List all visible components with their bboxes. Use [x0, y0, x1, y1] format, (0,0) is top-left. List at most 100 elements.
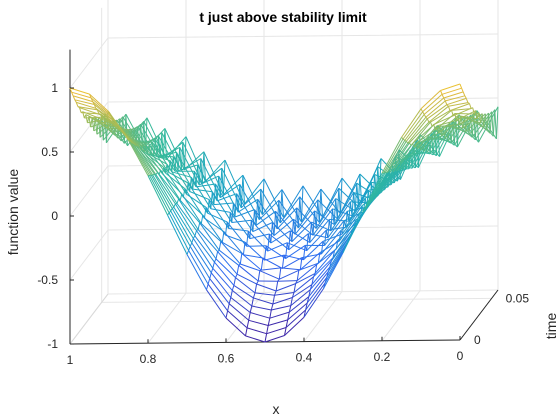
mesh-line-time — [261, 258, 263, 270]
mesh-line-x — [240, 264, 259, 271]
mesh-line-x — [230, 212, 250, 238]
mesh-line-time — [210, 273, 212, 279]
mesh-line-time — [255, 284, 257, 293]
mesh-line-x — [239, 265, 259, 281]
mesh-line-time — [252, 298, 254, 306]
grid-line-floor-x — [382, 291, 420, 341]
mesh-line-x — [246, 336, 266, 342]
z-tick-label: -1 — [47, 337, 58, 351]
mesh-line-x — [231, 298, 250, 313]
mesh-line-time — [240, 254, 242, 265]
mesh-line-time — [337, 188, 339, 219]
mesh-line-x — [252, 306, 271, 310]
mesh-line-x — [221, 242, 241, 265]
mesh-line-time — [232, 285, 234, 290]
mesh-line-time — [442, 94, 444, 98]
mesh-line-x — [268, 243, 288, 251]
mesh-line-time — [177, 199, 179, 204]
mesh-line-time — [274, 211, 276, 235]
mesh-line-x — [219, 250, 239, 265]
x-tick-label: 1 — [67, 353, 74, 367]
grid-line-z — [70, 34, 498, 88]
z-tick-label: -0.5 — [37, 273, 58, 287]
mesh-line-time — [249, 313, 251, 321]
mesh-line-time — [218, 250, 220, 251]
mesh-line-time — [253, 293, 255, 298]
mesh-line-x — [425, 139, 445, 140]
mesh-line-x — [268, 320, 288, 326]
mesh-line-time — [237, 265, 239, 274]
mesh-line-time — [222, 232, 224, 243]
x-tick-label: 0.2 — [374, 350, 391, 364]
mesh-line-x — [72, 92, 92, 98]
mesh-line-time — [246, 328, 248, 336]
floor-edge-line — [70, 294, 108, 344]
mesh-line-x — [260, 271, 280, 280]
chart-title: t just above stability limit — [199, 9, 367, 25]
mesh-line-time — [258, 271, 260, 281]
mesh-line-time — [226, 311, 228, 318]
x-tick-label: 0 — [457, 349, 464, 363]
mesh-line-time — [236, 274, 238, 277]
mesh-line-x — [214, 203, 234, 205]
mesh-line-x — [250, 313, 270, 319]
mesh-line-time — [211, 268, 213, 273]
mesh-line-x — [281, 268, 301, 270]
mesh-line-time — [219, 242, 221, 251]
mesh-line-time — [86, 115, 88, 123]
mesh-line-x — [267, 328, 287, 334]
mesh-line-time — [231, 290, 233, 297]
mesh-line-time — [216, 252, 218, 259]
mesh-line-time — [270, 310, 272, 318]
mesh-line-time — [470, 104, 472, 109]
mesh-line-time — [468, 103, 470, 104]
mesh-line-x — [271, 306, 291, 310]
mesh-line-x — [198, 230, 218, 252]
mesh-line-time — [201, 215, 203, 224]
mesh-line-time — [334, 199, 336, 225]
mesh-line-time — [192, 238, 194, 243]
mesh-line-time — [307, 234, 309, 251]
mesh-line-x — [187, 254, 207, 289]
mesh-line-x — [211, 209, 231, 213]
mesh-line-x — [263, 258, 283, 268]
x-tick-label: 0.4 — [296, 351, 313, 365]
mesh-line-x — [270, 312, 290, 318]
mesh-line-x — [265, 255, 285, 260]
mesh-line-time — [460, 84, 462, 88]
mesh-line-x — [227, 222, 247, 246]
mesh-line-x — [84, 117, 104, 118]
mesh-line-x — [249, 320, 269, 325]
mesh-line-time — [198, 223, 200, 230]
mesh-line-x — [251, 220, 270, 243]
mesh-line-time — [268, 234, 270, 251]
mesh-line-x — [228, 311, 248, 328]
mesh-line-x — [193, 189, 213, 192]
mesh-line-x — [247, 328, 267, 334]
mesh-line-time — [180, 194, 182, 200]
mesh-line-x — [70, 88, 90, 94]
mesh-line-time — [257, 281, 259, 284]
mesh-line-time — [208, 279, 210, 285]
mesh-line-x — [236, 278, 256, 293]
time-axis-label: time — [543, 313, 559, 340]
mesh-line-time — [271, 304, 273, 310]
mesh-line-time — [279, 268, 281, 279]
mesh-line-x — [278, 281, 298, 282]
mesh-line-x — [255, 293, 275, 295]
mesh-line-x — [279, 270, 299, 279]
mesh-surface — [70, 84, 498, 342]
mesh-line-x — [423, 94, 443, 112]
x-tick-label: 0.6 — [218, 351, 235, 365]
mesh-line-x — [237, 274, 257, 284]
mesh-line-time — [466, 98, 468, 102]
time-tick-label: 0.05 — [506, 291, 530, 305]
mesh-line-x — [282, 258, 302, 269]
mesh-line-time — [441, 91, 443, 95]
grid-line-floor-x — [148, 293, 186, 343]
mesh-line-time — [319, 189, 321, 222]
mesh-line-x — [226, 235, 246, 242]
x-tick-label: 0.8 — [140, 352, 157, 366]
mesh-line-time — [207, 284, 209, 290]
